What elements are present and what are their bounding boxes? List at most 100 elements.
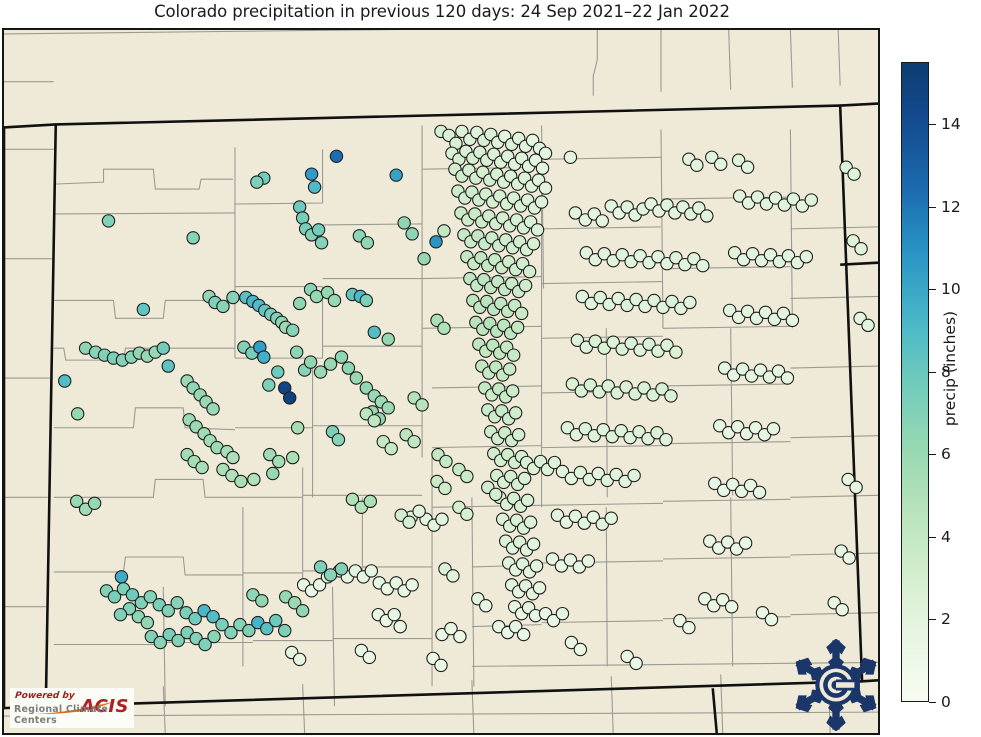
station-point[interactable]: [764, 612, 779, 627]
station-point[interactable]: [506, 348, 521, 362]
station-point[interactable]: [360, 236, 375, 250]
station-point[interactable]: [290, 421, 305, 435]
station-point[interactable]: [502, 362, 517, 376]
station-point[interactable]: [682, 620, 696, 635]
station-point[interactable]: [125, 588, 140, 602]
station-point[interactable]: [359, 293, 374, 308]
station-point[interactable]: [331, 432, 346, 447]
station-point[interactable]: [763, 248, 778, 262]
station-point[interactable]: [529, 559, 544, 573]
station-point[interactable]: [329, 149, 344, 163]
station-point[interactable]: [563, 150, 578, 164]
station-point[interactable]: [367, 325, 382, 339]
station-point[interactable]: [234, 474, 248, 489]
station-point[interactable]: [620, 200, 634, 214]
station-point[interactable]: [260, 621, 274, 636]
station-point[interactable]: [101, 214, 116, 228]
station-point[interactable]: [633, 249, 647, 263]
station-point[interactable]: [714, 157, 728, 171]
station-point[interactable]: [307, 180, 322, 194]
station-point[interactable]: [565, 377, 580, 391]
station-point[interactable]: [292, 200, 307, 214]
station-point[interactable]: [444, 621, 458, 636]
station-point[interactable]: [349, 371, 364, 385]
map-panel[interactable]: [2, 28, 880, 735]
station-point[interactable]: [312, 578, 327, 592]
station-point[interactable]: [518, 278, 533, 293]
station-point[interactable]: [804, 193, 819, 207]
station-point[interactable]: [690, 158, 704, 172]
station-point[interactable]: [766, 422, 781, 436]
station-point[interactable]: [720, 535, 735, 549]
station-point[interactable]: [393, 619, 407, 634]
station-point[interactable]: [581, 554, 596, 568]
station-point[interactable]: [601, 379, 615, 393]
station-point[interactable]: [578, 422, 593, 436]
station-point[interactable]: [417, 251, 431, 266]
station-point[interactable]: [520, 493, 535, 508]
station-point[interactable]: [708, 476, 722, 491]
station-point[interactable]: [835, 602, 849, 617]
station-point[interactable]: [429, 235, 443, 249]
station-point[interactable]: [724, 600, 739, 614]
station-point[interactable]: [780, 371, 795, 385]
station-point[interactable]: [642, 337, 656, 351]
station-point[interactable]: [614, 424, 628, 438]
station-point[interactable]: [854, 242, 868, 256]
station-point[interactable]: [508, 619, 523, 634]
station-point[interactable]: [266, 466, 280, 481]
station-point[interactable]: [341, 361, 356, 375]
station-point[interactable]: [242, 623, 256, 638]
station-point[interactable]: [345, 492, 360, 507]
station-point[interactable]: [842, 551, 856, 565]
station-point[interactable]: [87, 496, 102, 511]
station-point[interactable]: [604, 511, 618, 525]
station-point[interactable]: [323, 357, 338, 371]
station-point[interactable]: [538, 146, 553, 161]
station-point[interactable]: [402, 515, 416, 529]
station-point[interactable]: [534, 195, 549, 209]
station-point[interactable]: [257, 350, 271, 364]
station-point[interactable]: [740, 160, 755, 174]
station-point[interactable]: [615, 248, 629, 262]
station-point[interactable]: [786, 192, 801, 206]
station-point[interactable]: [334, 562, 349, 576]
station-point[interactable]: [381, 401, 395, 415]
station-point[interactable]: [262, 378, 276, 392]
station-point[interactable]: [568, 206, 583, 220]
station-point[interactable]: [505, 384, 520, 398]
station-point[interactable]: [717, 361, 732, 375]
station-point[interactable]: [446, 569, 460, 583]
station-point[interactable]: [776, 306, 791, 321]
station-point[interactable]: [460, 469, 474, 484]
station-point[interactable]: [439, 454, 453, 469]
station-point[interactable]: [570, 333, 585, 347]
station-point[interactable]: [705, 150, 719, 164]
station-point[interactable]: [143, 590, 158, 604]
station-point[interactable]: [606, 335, 620, 349]
station-point[interactable]: [334, 350, 349, 364]
station-point[interactable]: [629, 656, 643, 671]
station-point[interactable]: [575, 289, 590, 304]
station-point[interactable]: [271, 365, 285, 379]
station-point[interactable]: [660, 198, 674, 212]
station-point[interactable]: [384, 441, 398, 456]
station-point[interactable]: [292, 296, 307, 311]
station-point[interactable]: [289, 345, 304, 359]
station-point[interactable]: [313, 365, 328, 379]
station-point[interactable]: [664, 389, 678, 403]
station-point[interactable]: [841, 472, 855, 487]
station-point[interactable]: [547, 455, 562, 470]
station-point[interactable]: [535, 161, 550, 175]
station-point[interactable]: [269, 613, 283, 628]
station-point[interactable]: [753, 363, 768, 377]
station-point[interactable]: [285, 323, 300, 338]
station-point[interactable]: [153, 635, 168, 650]
station-point[interactable]: [226, 450, 240, 465]
station-point[interactable]: [285, 450, 300, 465]
station-point[interactable]: [170, 596, 184, 610]
station-point[interactable]: [660, 338, 674, 352]
station-point[interactable]: [216, 299, 230, 314]
station-point[interactable]: [771, 364, 786, 378]
station-point[interactable]: [517, 471, 532, 486]
